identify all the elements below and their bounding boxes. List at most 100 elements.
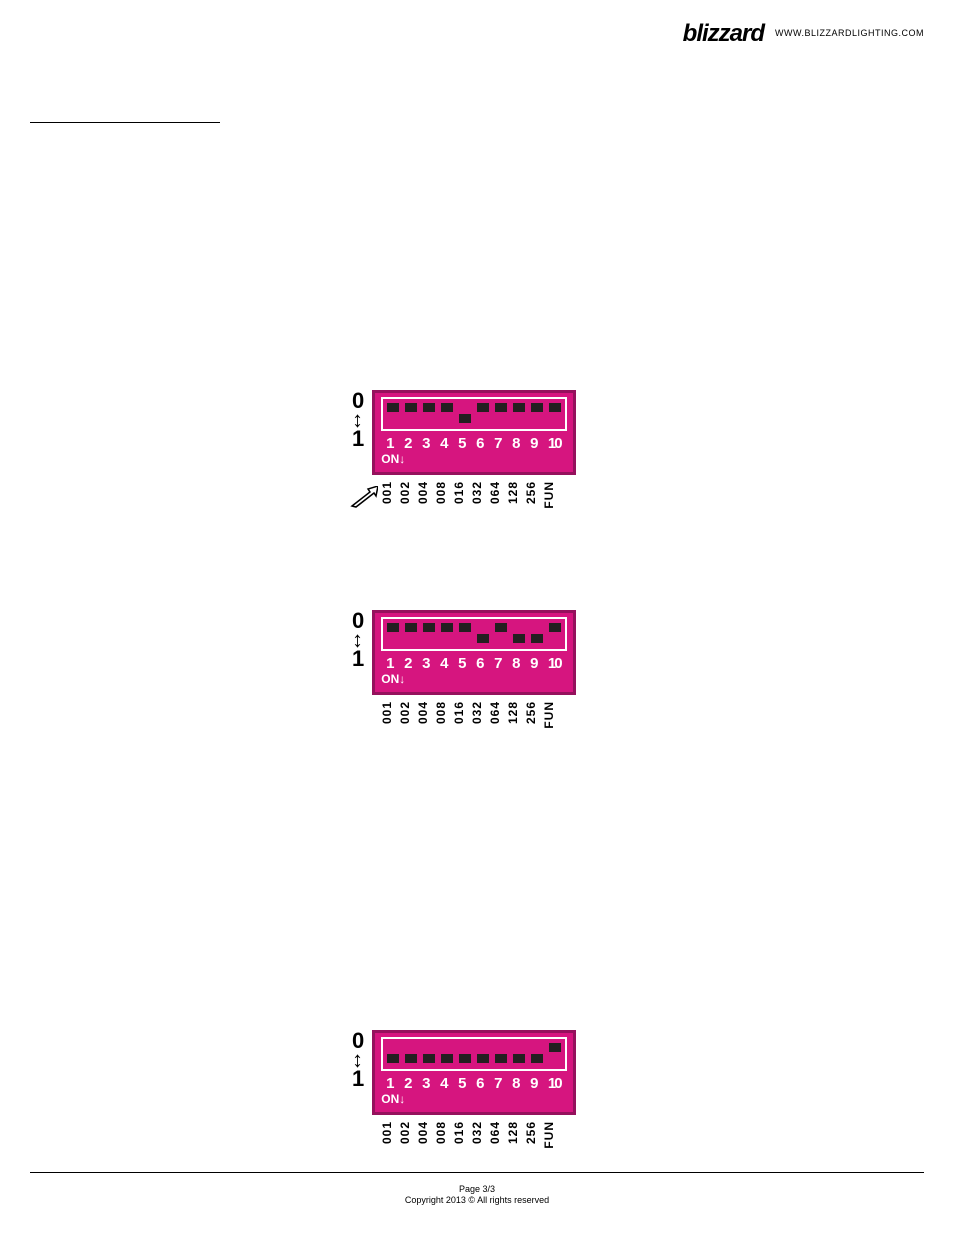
switch-6[interactable] [477,1043,489,1063]
value-002: 002 [396,1121,414,1154]
scale-one: 1 [352,648,364,670]
switch-4[interactable] [441,1043,453,1063]
switch-numbers: 12345678910 [381,435,567,452]
switch-10[interactable] [549,623,561,643]
switch-4[interactable] [441,623,453,643]
section-rule [30,122,220,123]
switch-9[interactable] [531,1043,543,1063]
switch-number-8: 8 [507,655,525,672]
switch-knob [423,623,435,632]
switch-knob [477,1054,489,1063]
switch-number-5: 5 [453,655,471,672]
switch-number-7: 7 [489,1075,507,1092]
switch-knob [405,623,417,632]
switch-knob [495,1054,507,1063]
switch-number-1: 1 [381,435,399,452]
switch-knob [387,403,399,412]
pointer-arrow-icon [350,486,378,508]
value-004: 004 [414,701,432,734]
switch-2[interactable] [405,623,417,643]
switch-number-6: 6 [471,655,489,672]
switch-8[interactable] [513,403,525,423]
switch-numbers: 12345678910 [381,655,567,672]
switch-row [381,397,567,431]
on-label: ON↓ [381,1092,567,1106]
switch-3[interactable] [423,1043,435,1063]
switch-8[interactable] [513,623,525,643]
value-legend: 001002004008016032064128256FUN [378,701,576,734]
on-label: ON↓ [381,452,567,466]
side-scale: 0↕1 [352,390,364,450]
switch-number-7: 7 [489,655,507,672]
switch-knob [459,623,471,632]
value-256: 256 [522,701,540,734]
switch-9[interactable] [531,623,543,643]
on-label: ON↓ [381,672,567,686]
switch-knob [549,403,561,412]
switch-3[interactable] [423,623,435,643]
switch-9[interactable] [531,403,543,423]
switch-7[interactable] [495,623,507,643]
switch-2[interactable] [405,1043,417,1063]
dip-switch-3: 0↕112345678910ON↓00100200400801603206412… [352,1030,576,1154]
dip-panel: 12345678910ON↓ [372,610,576,695]
switch-number-2: 2 [399,1075,417,1092]
dip-panel: 12345678910ON↓ [372,1030,576,1115]
switch-5[interactable] [459,1043,471,1063]
switch-number-6: 6 [471,1075,489,1092]
value-002: 002 [396,481,414,514]
switch-knob [549,623,561,632]
value-256: 256 [522,1121,540,1154]
copyright: Copyright 2013 © All rights reserved [0,1195,954,1207]
switch-number-9: 9 [525,435,543,452]
switch-7[interactable] [495,1043,507,1063]
switch-10[interactable] [549,1043,561,1063]
value-FUN: FUN [540,481,558,514]
switch-knob [513,1054,525,1063]
value-004: 004 [414,481,432,514]
switch-6[interactable] [477,623,489,643]
switch-knob [495,623,507,632]
switch-10[interactable] [549,403,561,423]
switch-number-4: 4 [435,435,453,452]
switch-knob [531,403,543,412]
value-FUN: FUN [540,1121,558,1154]
switch-knob [387,623,399,632]
switch-knob [531,1054,543,1063]
switch-knob [513,403,525,412]
switch-2[interactable] [405,403,417,423]
footer: Page 3/3 Copyright 2013 © All rights res… [0,1184,954,1207]
switch-1[interactable] [387,623,399,643]
value-002: 002 [396,701,414,734]
switch-number-7: 7 [489,435,507,452]
switch-8[interactable] [513,1043,525,1063]
value-128: 128 [504,481,522,514]
side-scale: 0↕1 [352,610,364,670]
switch-3[interactable] [423,403,435,423]
switch-4[interactable] [441,403,453,423]
switch-6[interactable] [477,403,489,423]
value-032: 032 [468,481,486,514]
switch-number-10: 10 [543,655,565,672]
switch-1[interactable] [387,1043,399,1063]
value-001: 001 [378,481,396,514]
footer-rule [30,1172,924,1173]
switch-1[interactable] [387,403,399,423]
page-number: Page 3/3 [0,1184,954,1196]
switch-number-3: 3 [417,1075,435,1092]
value-064: 064 [486,1121,504,1154]
switch-number-3: 3 [417,435,435,452]
switch-5[interactable] [459,623,471,643]
switch-7[interactable] [495,403,507,423]
switch-number-10: 10 [543,1075,565,1092]
switch-knob [495,403,507,412]
switch-numbers: 12345678910 [381,1075,567,1092]
switch-5[interactable] [459,403,471,423]
switch-knob [513,634,525,643]
value-016: 016 [450,481,468,514]
value-032: 032 [468,1121,486,1154]
value-016: 016 [450,1121,468,1154]
switch-knob [387,1054,399,1063]
switch-knob [441,403,453,412]
value-064: 064 [486,701,504,734]
